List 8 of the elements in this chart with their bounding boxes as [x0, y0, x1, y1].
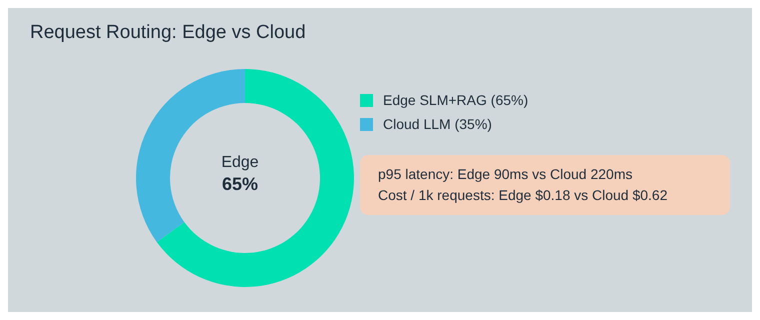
text: p95 latency: Edge 90ms vs Cloud 220ms	[378, 165, 634, 184]
chart-title: Request Routing: Edge vs Cloud	[30, 22, 306, 44]
text: Cost / 1k requests: Edge $0.18 vs Cloud $0.62	[378, 186, 669, 205]
donut-slice	[156, 69, 354, 287]
text: Edge	[220, 154, 260, 172]
legend-label: Edge SLM+RAG (65%)	[383, 92, 528, 108]
legend-label: Cloud LLM (35%)	[383, 116, 492, 132]
text: 65%	[220, 174, 260, 195]
